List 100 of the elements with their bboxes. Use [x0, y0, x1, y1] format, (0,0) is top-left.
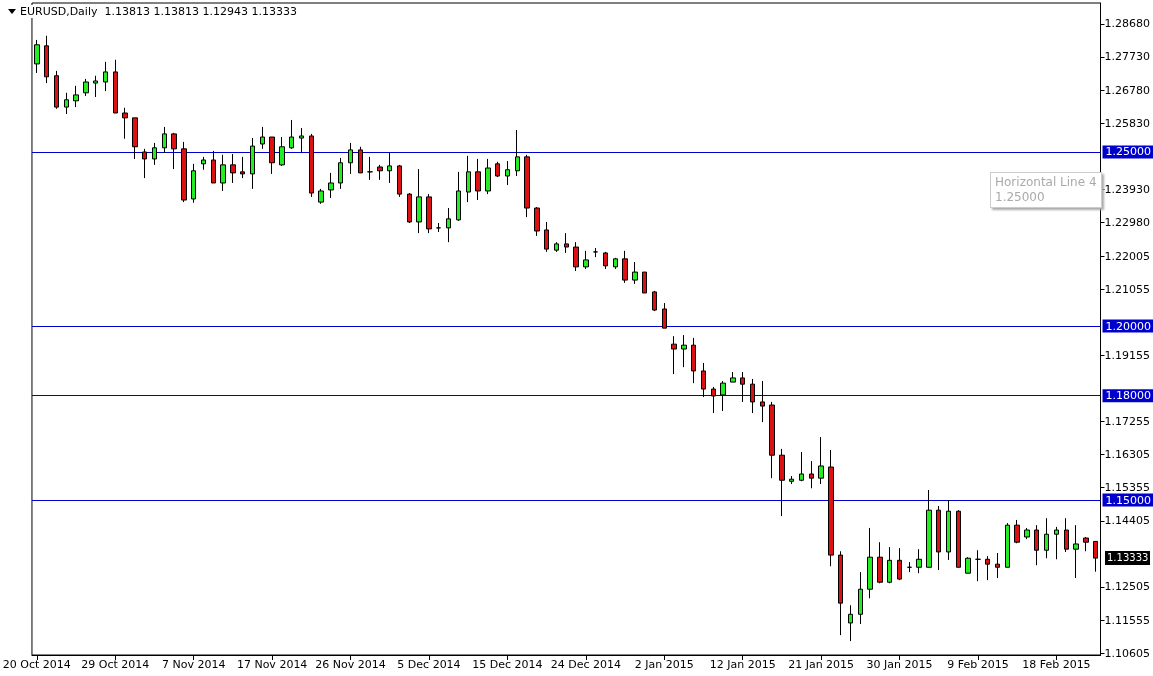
x-tick-label: 30 Jan 2015	[866, 658, 933, 671]
candlestick	[926, 489, 932, 568]
ref-line-label: 1.18000	[1105, 389, 1152, 403]
y-tick-label: 1.22980	[1104, 215, 1151, 229]
candlestick	[720, 380, 726, 412]
candlestick	[769, 401, 775, 479]
candlestick	[642, 271, 647, 294]
candlestick	[701, 362, 706, 398]
candlestick	[475, 158, 481, 201]
candlestick	[132, 117, 138, 160]
candlestick	[544, 221, 549, 253]
candlestick	[328, 172, 334, 199]
candlestick	[1083, 536, 1089, 552]
candlestick	[142, 148, 147, 179]
candlestick	[740, 371, 745, 403]
y-tick-label: 1.11555	[1104, 613, 1151, 627]
x-tick-label: 17 Nov 2014	[236, 658, 308, 671]
candlestick	[397, 164, 402, 198]
y-tick-label: 1.27730	[1104, 50, 1151, 64]
candlestick	[44, 35, 49, 84]
candlestick	[887, 546, 892, 584]
x-tick-label: 15 Dec 2014	[472, 658, 543, 671]
candlestick	[524, 154, 530, 218]
candlestick	[789, 475, 794, 485]
x-tick-label: 20 Oct 2014	[2, 658, 71, 671]
candlestick	[485, 158, 491, 195]
candlestick	[201, 156, 206, 171]
ref-line-label: 1.20000	[1105, 319, 1152, 333]
candlestick	[681, 334, 687, 368]
candlestick	[515, 129, 520, 177]
candlestick	[387, 151, 392, 184]
candlestick	[495, 161, 500, 178]
x-tick-label: 9 Feb 2015	[947, 658, 1009, 671]
candlestick	[1014, 519, 1020, 544]
candlestick	[250, 137, 255, 190]
y-tick-label: 1.15355	[1104, 481, 1151, 495]
y-tick-label: 1.10605	[1104, 646, 1151, 660]
x-tick-label: 26 Nov 2014	[315, 658, 386, 671]
candlestick	[564, 232, 569, 254]
candlestick	[1024, 527, 1030, 540]
candlestick	[318, 188, 324, 205]
chart-title: EURUSD,Daily 1.13813 1.13813 1.12943 1.13333	[20, 5, 297, 18]
candlestick	[260, 126, 265, 150]
y-tick-label: 1.14405	[1104, 514, 1151, 528]
candlestick	[93, 75, 98, 98]
candlestick	[809, 460, 814, 489]
y-tick-label: 1.26780	[1104, 83, 1151, 97]
candlestick	[965, 556, 971, 574]
candlestick	[162, 126, 167, 154]
candlestick	[377, 164, 383, 181]
candlestick	[828, 449, 834, 567]
candlestick	[113, 59, 118, 114]
candlestick	[191, 163, 196, 204]
candlestick	[358, 146, 363, 174]
candlestick	[534, 206, 540, 237]
candlestick	[897, 547, 902, 581]
candlestick	[662, 302, 667, 329]
candlestick	[1054, 526, 1059, 560]
candlestick	[711, 386, 716, 414]
candlestick	[240, 156, 245, 179]
candlestick	[632, 261, 638, 285]
x-tick-label: 21 Jan 2015	[788, 658, 855, 671]
ref-line-label: 1.15000	[1105, 493, 1152, 507]
x-tick-label: 18 Feb 2015	[1022, 658, 1091, 671]
candlestick	[975, 549, 981, 582]
candlestick	[309, 133, 314, 198]
candlestick	[750, 378, 755, 414]
y-tick-label: 1.23930	[1104, 182, 1151, 196]
y-tick-label: 1.17255	[1104, 415, 1151, 429]
candlestick	[1005, 522, 1010, 568]
candlestick	[1093, 540, 1098, 573]
candlestick	[220, 154, 226, 192]
candlestick	[348, 142, 353, 175]
candlestick	[446, 207, 451, 243]
candlestick	[867, 527, 873, 599]
candlestick	[230, 153, 236, 184]
candlestick	[936, 505, 941, 571]
candlestick	[691, 337, 696, 384]
candlestick	[985, 555, 990, 581]
candlestick	[858, 571, 863, 625]
candlestick	[279, 136, 285, 167]
candlestick	[338, 157, 343, 190]
candlestick	[171, 132, 177, 170]
candlestick	[1064, 517, 1069, 553]
ref-line-label: 1.25000	[1105, 145, 1152, 159]
candlestick	[573, 241, 579, 272]
candlestick	[1044, 517, 1049, 559]
candlestick	[269, 136, 275, 175]
candlestick	[799, 451, 804, 482]
candlestick	[367, 156, 373, 181]
candlestick	[760, 380, 765, 423]
candlestick	[818, 436, 824, 485]
candlestick	[211, 150, 216, 184]
candlestick	[877, 541, 883, 584]
candlestick	[554, 241, 559, 253]
candlestick	[652, 290, 657, 312]
candlestick	[671, 335, 677, 375]
candlestick	[407, 192, 412, 224]
x-tick-label: 7 Nov 2014	[161, 658, 226, 671]
candlestick	[907, 561, 912, 573]
